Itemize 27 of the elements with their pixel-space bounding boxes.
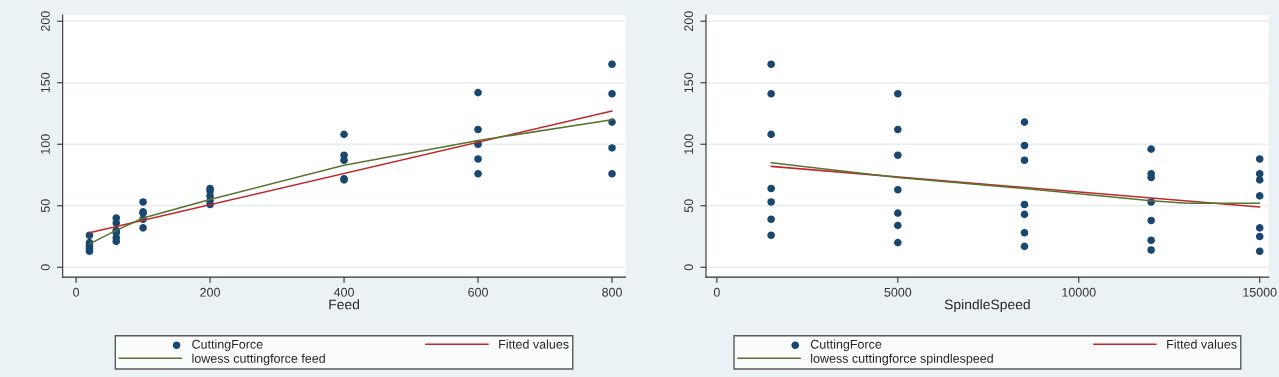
y-tick-label: 50	[684, 199, 694, 213]
x-axis-title: Feed	[329, 299, 359, 310]
y-tick-label: 200	[40, 11, 50, 32]
x-tick-label: 0	[713, 287, 720, 297]
legend-label: lowess cuttingforce feed	[192, 353, 325, 366]
x-tick-label: 10000	[1062, 287, 1096, 297]
y-tick-label: 0	[684, 264, 694, 271]
y-tick-label: 50	[40, 199, 50, 213]
x-tick-label: 800	[602, 287, 622, 297]
x-tick-label: 200	[200, 287, 220, 297]
x-tick-label: 15000	[1243, 287, 1277, 297]
x-axis-title: SpindleSpeed	[944, 299, 1030, 313]
x-tick-label: 600	[468, 287, 488, 297]
y-tick-label: 200	[684, 11, 694, 32]
x-tick-label: 400	[333, 287, 354, 297]
legend-label: CuttingForce	[810, 339, 882, 352]
y-tick-label: 150	[684, 72, 694, 93]
legend-label: CuttingForce	[192, 339, 263, 352]
y-tick-label: 0	[40, 264, 50, 271]
legend-label: lowess cuttingforce spindlespeed	[811, 353, 993, 366]
legend-label: Fitted values	[1167, 339, 1237, 349]
y-tick-label: 100	[684, 134, 694, 154]
x-tick-label: 5000	[884, 287, 912, 297]
y-tick-label: 150	[40, 72, 50, 93]
x-tick-label: 0	[73, 287, 80, 297]
legend-label: Fitted values	[499, 339, 569, 349]
y-tick-label: 100	[40, 134, 50, 154]
